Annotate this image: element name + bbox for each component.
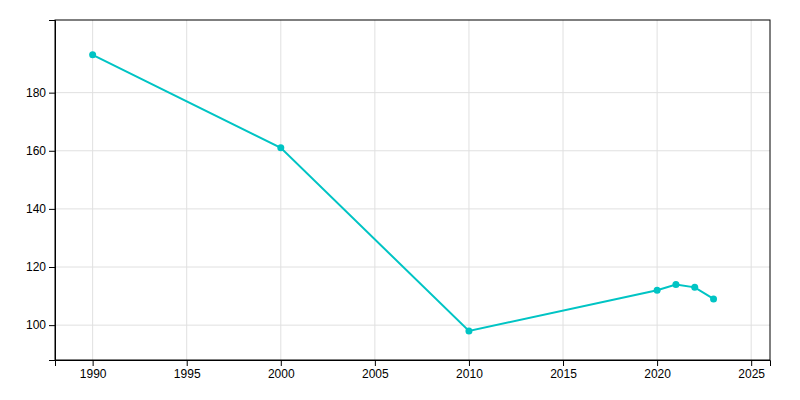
tick: 1995: [174, 360, 201, 381]
axis-line: [56, 361, 771, 367]
tick-mark: [375, 360, 376, 366]
tick: 100: [26, 318, 55, 332]
grid: [55, 20, 770, 360]
tick-label: 2010: [456, 367, 483, 381]
point: [710, 295, 717, 302]
tick-label: 2025: [738, 367, 765, 381]
tick-label: 2015: [550, 367, 577, 381]
tick: 120: [26, 260, 55, 274]
plot-area: [89, 51, 717, 334]
tick: 1990: [80, 360, 107, 381]
tick-mark: [751, 360, 752, 366]
point: [465, 327, 472, 334]
grid-line-y: [55, 325, 770, 326]
tick: 2015: [550, 360, 577, 381]
tick: 180: [26, 86, 55, 100]
plot-frame: [55, 20, 770, 360]
tick-label: 2005: [362, 367, 389, 381]
grid-line-y: [55, 267, 770, 268]
tick-mark: [281, 360, 282, 366]
line: [93, 55, 714, 331]
tick: 2025: [738, 360, 765, 381]
tick-label: 120: [26, 260, 46, 274]
grid-line-x: [280, 20, 281, 360]
plot-root: 1990 1995 2000 2005 2010 2015 2020 2025 100 120 14…: [26, 20, 771, 381]
point: [277, 144, 284, 151]
axis-line: [49, 21, 56, 361]
grid-line-x: [657, 20, 658, 360]
grid-line-x: [751, 20, 752, 360]
tick-mark: [187, 360, 188, 366]
grid-line-y: [55, 150, 770, 151]
tick: 2010: [456, 360, 483, 381]
grid-line-x: [468, 20, 469, 360]
tick-label: 160: [26, 144, 46, 158]
grid-line-x: [374, 20, 375, 360]
point: [654, 287, 661, 294]
grid-line-x: [186, 20, 187, 360]
tick-label: 140: [26, 202, 46, 216]
tick-mark: [49, 209, 55, 210]
tick: 2020: [644, 360, 671, 381]
tick-label: 180: [26, 86, 46, 100]
tick-label: 1990: [80, 367, 107, 381]
tick-mark: [49, 93, 55, 94]
tick-mark: [469, 360, 470, 366]
y-axis: 100 120 140 160 180: [26, 21, 56, 361]
tick-label: 100: [26, 318, 46, 332]
tick-mark: [657, 360, 658, 366]
tick-mark: [563, 360, 564, 366]
x-axis: 1990 1995 2000 2005 2010 2015 2020 2025: [56, 360, 771, 381]
tick-mark: [49, 267, 55, 268]
tick-mark: [49, 151, 55, 152]
tick-mark: [49, 325, 55, 326]
tick-label: 1995: [174, 367, 201, 381]
tick: 2000: [268, 360, 295, 381]
grid-line-y: [55, 208, 770, 209]
point: [691, 284, 698, 291]
tick: 140: [26, 202, 55, 216]
point: [89, 51, 96, 58]
tick: 2005: [362, 360, 389, 381]
tick-mark: [93, 360, 94, 366]
grid-line-x: [563, 20, 564, 360]
grid-line-y: [55, 92, 770, 93]
tick-label: 2020: [644, 367, 671, 381]
chart-svg: 1990 1995 2000 2005 2010 2015 2020 2025 100 120 14…: [0, 0, 800, 400]
point: [672, 281, 679, 288]
tick-label: 2000: [268, 367, 295, 381]
grid-line-x: [92, 20, 93, 360]
tick: 160: [26, 144, 55, 158]
